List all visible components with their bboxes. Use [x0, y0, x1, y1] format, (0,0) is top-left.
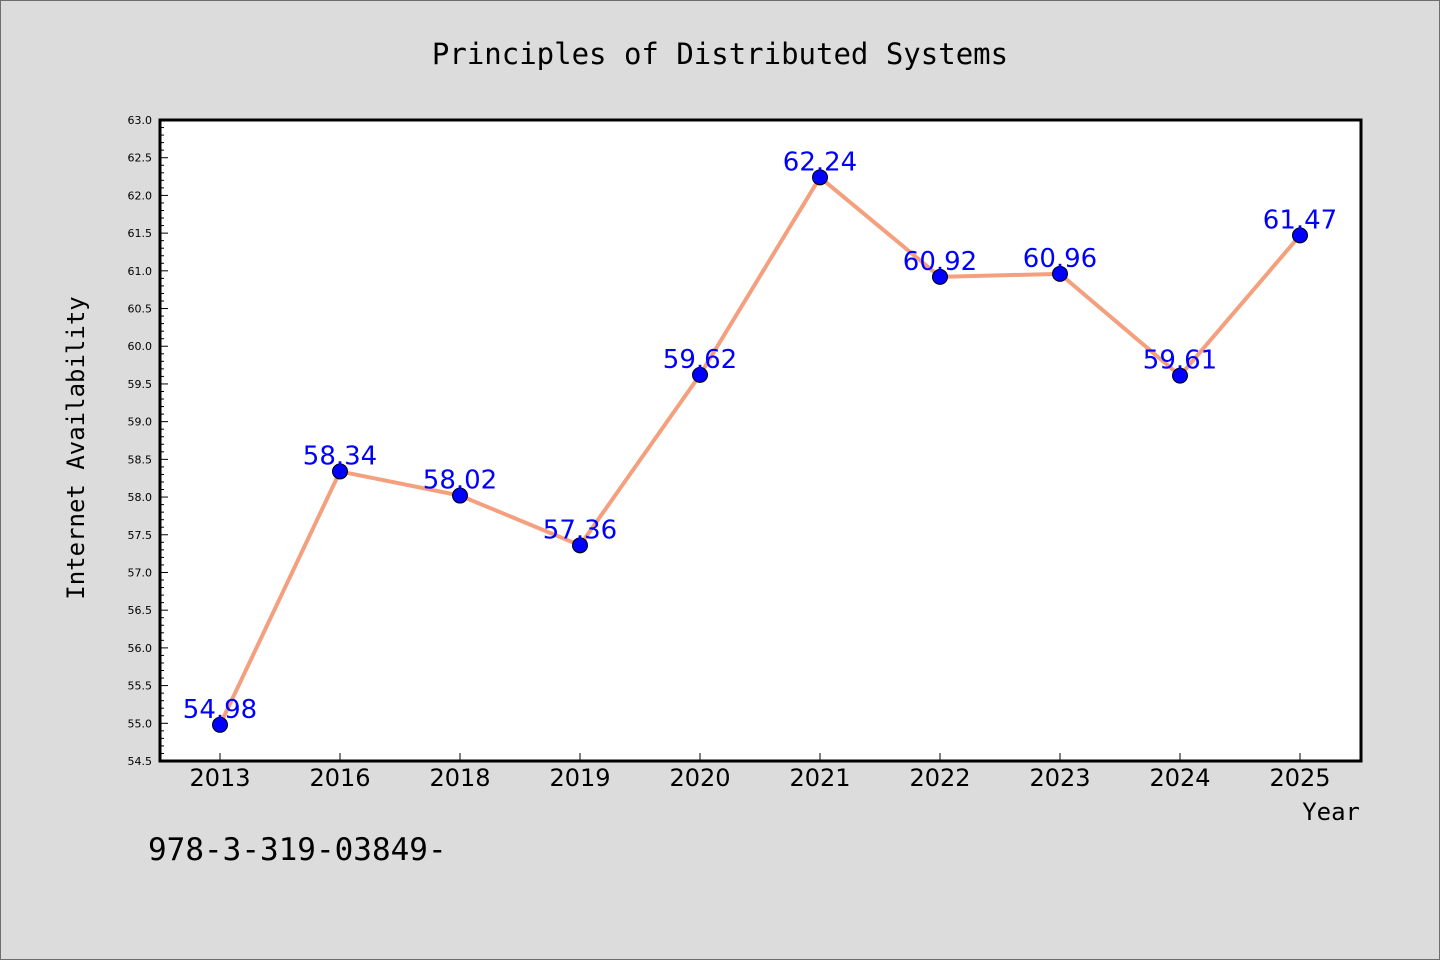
data-label-layer: 54.98 58.34 58.02 57.36 59.62 62.24 60.92 60.96… [183, 147, 1337, 724]
x-tick-label: 2013 [189, 764, 250, 792]
data-point [212, 716, 228, 733]
y-tick-label: 63.0 [128, 114, 153, 127]
y-tick-label: 55.5 [128, 680, 153, 693]
plot-area [158, 118, 1363, 763]
data-label: 62.24 [783, 147, 857, 177]
data-label: 58.02 [423, 466, 497, 496]
y-tick-label: 57.0 [128, 566, 153, 579]
data-point [692, 366, 708, 383]
chart-title: Principles of Distributed Systems [432, 37, 1008, 71]
data-point [812, 169, 828, 186]
y-tick-label: 54.5 [128, 755, 153, 768]
data-point [332, 463, 348, 480]
x-tick-label: 2022 [909, 764, 970, 792]
data-label: 60.92 [903, 247, 977, 277]
y-tick-label: 60.5 [128, 303, 153, 316]
x-tick-label: 2019 [549, 764, 610, 792]
y-axis-label: Internet Availability [62, 296, 90, 599]
data-point [452, 487, 468, 504]
data-point [572, 537, 588, 554]
data-point [1292, 227, 1308, 244]
x-tick-label: 2023 [1029, 764, 1090, 792]
data-point [1172, 367, 1188, 384]
x-axis: 2013 2016 2018 2019 2020 2021 2022 2023 2024 2025 [189, 753, 1331, 792]
y-tick-label: 62.0 [128, 189, 153, 202]
y-tick-label: 61.5 [128, 227, 153, 240]
data-label: 54.98 [183, 695, 257, 725]
y-tick-label: 56.0 [128, 642, 153, 655]
y-tick-label: 58.5 [128, 453, 153, 466]
data-label: 60.96 [1023, 244, 1097, 274]
y-tick-label: 59.5 [128, 378, 153, 391]
y-tick-label: 58.0 [128, 491, 153, 504]
data-label: 59.61 [1143, 346, 1217, 376]
y-tick-label: 57.5 [128, 529, 153, 542]
y-tick-label: 62.5 [128, 152, 153, 165]
x-axis-label: Year [1302, 798, 1360, 826]
x-tick-label: 2020 [669, 764, 730, 792]
data-label: 58.34 [303, 441, 377, 471]
isbn-text: 978-3-319-03849- [148, 832, 447, 868]
y-tick-label: 61.0 [128, 265, 153, 278]
series-line [218, 175, 1302, 726]
x-tick-label: 2021 [789, 764, 850, 792]
data-label: 57.36 [543, 515, 617, 545]
x-tick-label: 2025 [1269, 764, 1330, 792]
series-layer [212, 169, 1308, 733]
x-tick-label: 2016 [309, 764, 370, 792]
data-label: 61.47 [1263, 205, 1337, 235]
data-point [1052, 265, 1068, 282]
y-tick-label: 56.5 [128, 604, 153, 617]
data-point [932, 268, 948, 285]
y-tick-label: 59.0 [128, 416, 153, 429]
y-tick-label: 55.0 [128, 717, 153, 730]
x-tick-label: 2018 [429, 764, 490, 792]
y-axis: 54.5 55.0 55.5 56.0 56.5 57.0 57.5 58.0 58.5 59.0… [128, 114, 168, 768]
x-tick-label: 2024 [1149, 764, 1210, 792]
y-tick-label: 60.0 [128, 340, 153, 353]
data-label: 59.62 [663, 345, 737, 375]
